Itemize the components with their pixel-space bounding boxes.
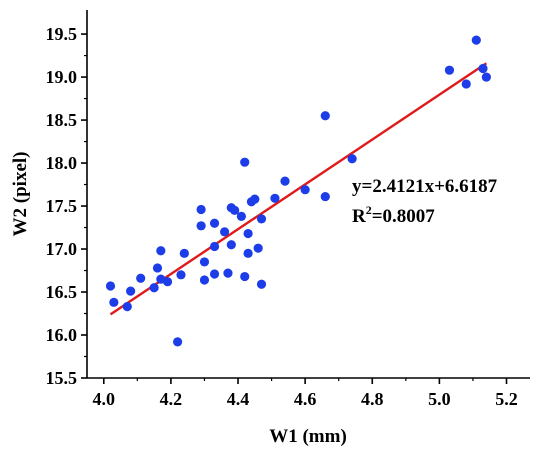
y-tick-label: 16.5 bbox=[46, 282, 78, 302]
data-point bbox=[226, 240, 236, 250]
data-point bbox=[320, 191, 330, 202]
data-point bbox=[240, 157, 250, 167]
data-point bbox=[126, 286, 136, 296]
data-point bbox=[347, 154, 357, 164]
data-point bbox=[196, 221, 206, 231]
data-point bbox=[250, 194, 260, 204]
data-point bbox=[481, 72, 491, 82]
data-point bbox=[461, 79, 471, 89]
data-point bbox=[122, 302, 132, 312]
points-layer bbox=[105, 35, 491, 347]
y-axis-title: W2 (pixel) bbox=[10, 152, 31, 237]
data-point bbox=[243, 248, 253, 258]
data-point bbox=[243, 228, 253, 239]
data-point bbox=[199, 275, 210, 285]
data-point bbox=[105, 281, 116, 291]
x-tick-label: 4.0 bbox=[93, 389, 116, 409]
y-tick-label: 18.5 bbox=[46, 110, 78, 130]
data-point bbox=[223, 268, 233, 278]
y-tick-label: 19.0 bbox=[46, 67, 78, 87]
data-point bbox=[136, 273, 146, 283]
data-point bbox=[209, 241, 220, 252]
data-point bbox=[162, 277, 173, 287]
y-ticks: 15.5 16.0 16.5 17.0 17.5 18.0 18.5 19.0 19.5 bbox=[46, 24, 87, 388]
r-squared-superscript: 2 bbox=[366, 203, 372, 217]
data-point bbox=[199, 257, 210, 267]
data-point bbox=[173, 337, 183, 347]
data-point bbox=[256, 214, 267, 224]
data-point bbox=[219, 227, 230, 237]
y-tick-label: 19.5 bbox=[46, 24, 78, 44]
regression-line bbox=[109, 62, 488, 316]
data-point bbox=[280, 176, 290, 186]
data-point bbox=[444, 65, 455, 75]
y-tick-label: 16.0 bbox=[46, 325, 78, 345]
data-point bbox=[478, 63, 488, 74]
r-squared-value: =0.8007 bbox=[372, 206, 436, 227]
data-point bbox=[179, 248, 189, 258]
regression-equation: y=2.4121x+6.6187 bbox=[352, 176, 498, 197]
data-point bbox=[256, 279, 267, 289]
data-point bbox=[230, 205, 240, 215]
x-tick-label: 4.4 bbox=[227, 389, 250, 409]
x-ticks: 4.0 4.2 4.4 4.6 4.8 5.0 5.2 bbox=[93, 378, 518, 409]
x-tick-label: 4.8 bbox=[361, 389, 384, 409]
data-point bbox=[149, 283, 159, 293]
data-point bbox=[471, 35, 481, 45]
data-point bbox=[209, 218, 220, 228]
r-squared-prefix: R bbox=[352, 206, 366, 227]
data-point bbox=[300, 185, 310, 195]
data-point bbox=[320, 111, 330, 121]
y-tick-label: 15.5 bbox=[46, 368, 78, 388]
fit-line-layer bbox=[109, 62, 488, 316]
y-tick-label: 18.0 bbox=[46, 153, 78, 173]
data-point bbox=[176, 270, 186, 280]
x-tick-label: 4.2 bbox=[160, 389, 183, 409]
r-squared-label: R2=0.8007 bbox=[352, 203, 435, 227]
y-tick-label: 17.5 bbox=[46, 196, 78, 216]
x-tick-label: 5.0 bbox=[428, 389, 451, 409]
y-tick-label: 17.0 bbox=[46, 239, 78, 259]
data-point bbox=[236, 211, 246, 221]
data-point bbox=[209, 269, 220, 279]
data-point bbox=[109, 297, 119, 307]
data-point bbox=[240, 271, 250, 282]
x-tick-label: 4.6 bbox=[294, 389, 317, 409]
x-tick-label: 5.2 bbox=[495, 389, 518, 409]
data-point bbox=[196, 204, 206, 215]
x-axis-title: W1 (mm) bbox=[269, 426, 347, 447]
data-point bbox=[270, 193, 280, 203]
data-point bbox=[152, 263, 163, 273]
data-point bbox=[253, 243, 263, 253]
data-point bbox=[156, 246, 166, 256]
